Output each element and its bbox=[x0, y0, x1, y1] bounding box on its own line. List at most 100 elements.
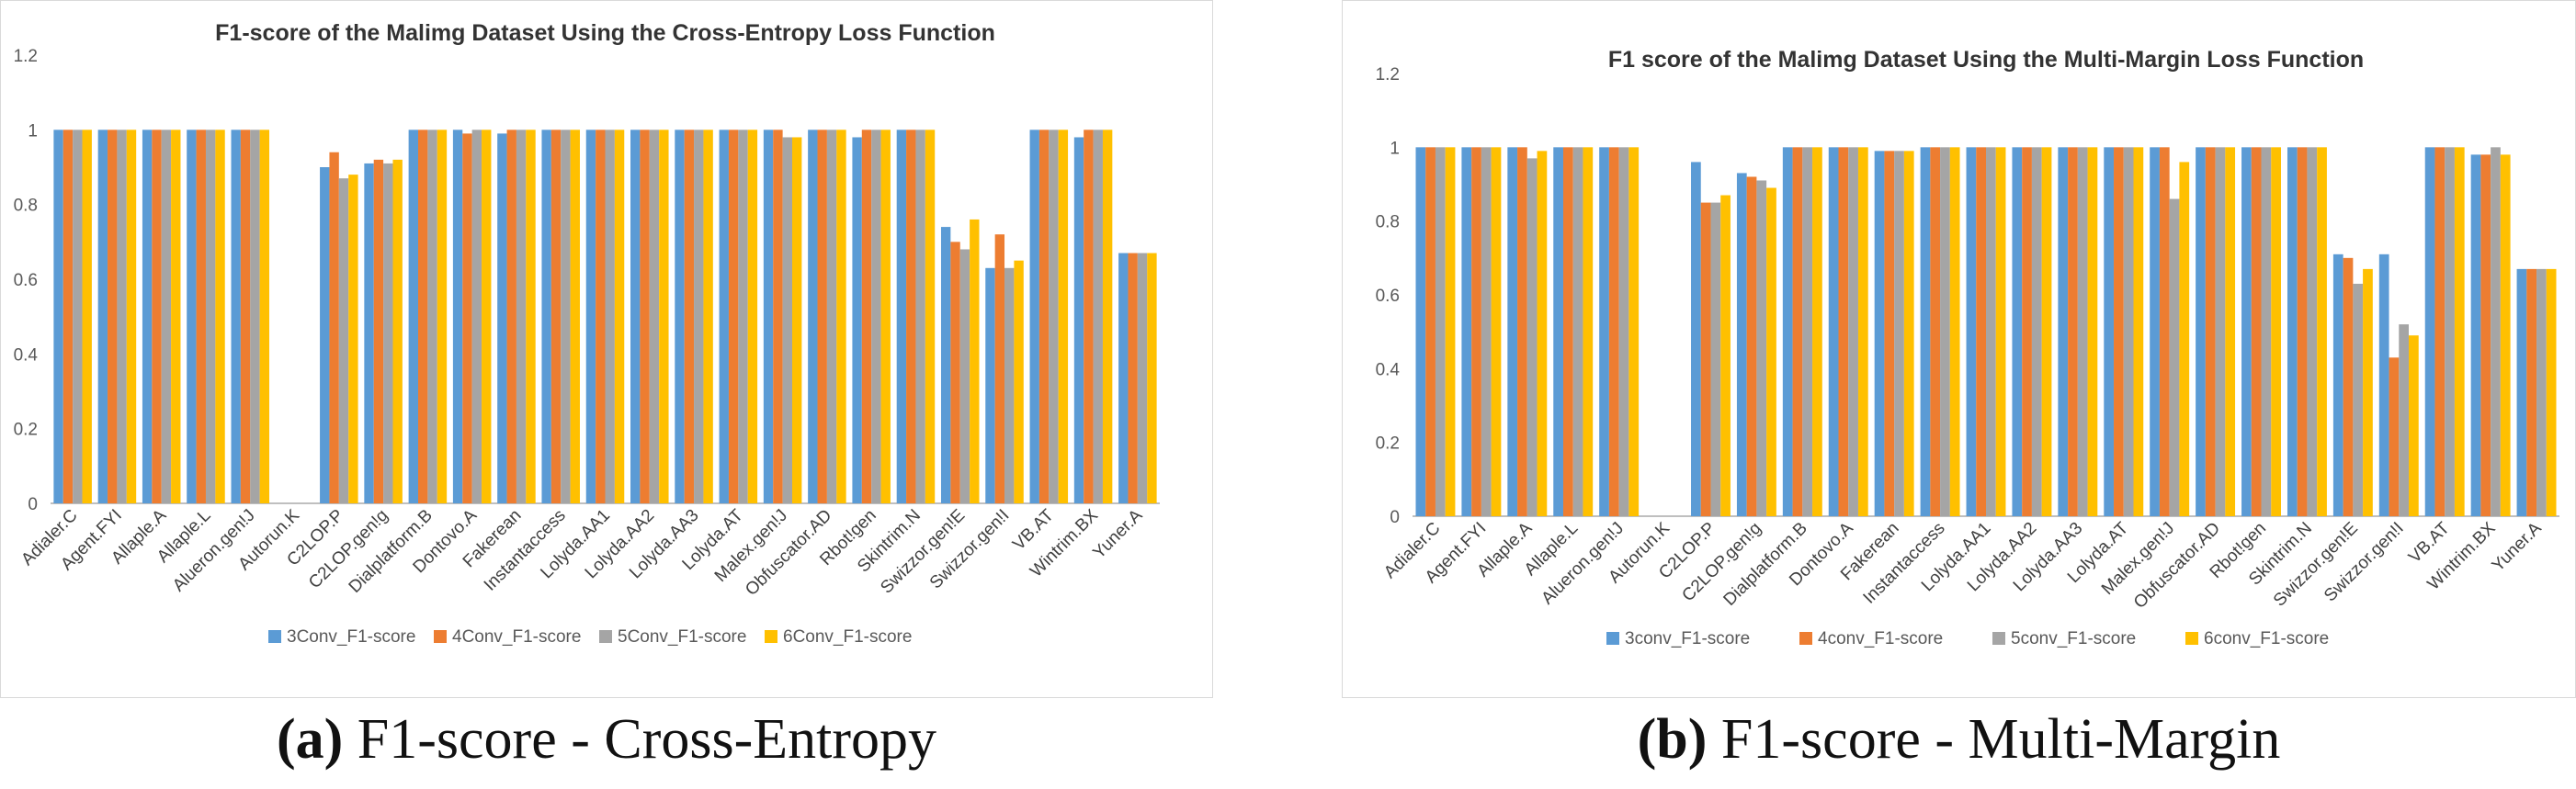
caption-a: (a) F1-score - Cross-Entropy bbox=[0, 707, 1213, 772]
bar-17-series-3 bbox=[2169, 198, 2180, 517]
legend-label-2: 4Conv_F1-score bbox=[452, 627, 581, 647]
bar-4-series-3 bbox=[1572, 147, 1583, 517]
bar-1-series-3 bbox=[73, 130, 83, 504]
bar-2-series-3 bbox=[1481, 147, 1492, 517]
bar-22-series-1 bbox=[985, 267, 995, 503]
bar-13-series-2 bbox=[596, 130, 606, 504]
bar-23-series-4 bbox=[1058, 130, 1069, 504]
bar-4-series-2 bbox=[196, 130, 206, 504]
bar-20-series-1 bbox=[2287, 147, 2298, 517]
legend-swatch-2 bbox=[434, 630, 447, 643]
bar-13-series-4 bbox=[614, 130, 625, 504]
bar-18-series-2 bbox=[2205, 147, 2216, 517]
bar-22-series-1 bbox=[2378, 254, 2389, 516]
bar-4-series-4 bbox=[1583, 147, 1594, 517]
bar-12-series-1 bbox=[541, 130, 551, 504]
bar-15-series-2 bbox=[2068, 147, 2078, 517]
y-tick-label: 1 bbox=[28, 121, 38, 141]
bar-18-series-3 bbox=[826, 130, 837, 504]
bar-9-series-1 bbox=[408, 130, 418, 504]
bar-17-series-2 bbox=[2159, 147, 2170, 517]
bar-18-series-3 bbox=[2215, 147, 2226, 517]
bar-18-series-4 bbox=[2225, 147, 2236, 517]
legend-label-1: 3conv_F1-score bbox=[1625, 629, 1750, 648]
legend-label-3: 5Conv_F1-score bbox=[618, 627, 746, 647]
bar-1-series-3 bbox=[1435, 147, 1446, 517]
bar-4-series-1 bbox=[1553, 147, 1563, 517]
bar-4-series-2 bbox=[1562, 147, 1573, 517]
bar-1-series-1 bbox=[53, 130, 63, 504]
bar-17-series-3 bbox=[782, 137, 793, 503]
y-tick-label: 0.2 bbox=[1376, 434, 1400, 454]
bar-19-series-3 bbox=[871, 130, 881, 504]
y-tick-label: 0.4 bbox=[1376, 360, 1401, 379]
bar-21-series-1 bbox=[940, 227, 951, 504]
bar-8-series-3 bbox=[383, 163, 393, 503]
bar-7-series-1 bbox=[320, 167, 330, 503]
chart-title: F1-score of the Malimg Dataset Using the… bbox=[215, 20, 995, 46]
bar-14-series-2 bbox=[640, 130, 650, 504]
bar-9-series-2 bbox=[417, 130, 428, 504]
bar-12-series-4 bbox=[1949, 147, 1960, 517]
bar-14-series-4 bbox=[659, 130, 669, 504]
bar-10-series-3 bbox=[1848, 147, 1858, 517]
bar-10-series-3 bbox=[471, 130, 482, 504]
y-tick-label: 0.8 bbox=[14, 197, 38, 216]
y-tick-label: 0 bbox=[28, 495, 38, 514]
caption-b-label: (b) bbox=[1637, 708, 1708, 771]
bar-25-series-4 bbox=[1147, 253, 1157, 503]
bar-15-series-4 bbox=[2087, 147, 2098, 517]
bar-2-series-1 bbox=[1461, 147, 1472, 517]
chart-title: F1 score of the Malimg Dataset Using the… bbox=[1608, 47, 2364, 73]
bar-13-series-3 bbox=[1986, 147, 1996, 517]
bar-23-series-1 bbox=[2424, 147, 2435, 517]
bar-9-series-1 bbox=[1782, 147, 1793, 517]
bar-20-series-3 bbox=[2307, 147, 2318, 517]
bar-18-series-1 bbox=[808, 130, 818, 504]
bar-4-series-4 bbox=[215, 130, 225, 504]
caption-b-text: F1-score - Multi-Margin bbox=[1720, 708, 2281, 771]
bar-5-series-3 bbox=[1618, 147, 1629, 517]
bar-17-series-4 bbox=[792, 137, 802, 503]
bar-8-series-4 bbox=[1766, 187, 1776, 516]
bar-25-series-1 bbox=[1118, 253, 1129, 503]
bar-8-series-3 bbox=[1756, 180, 1767, 516]
bar-12-series-1 bbox=[1920, 147, 1931, 517]
bar-11-series-3 bbox=[1894, 151, 1904, 516]
y-tick-label: 0.4 bbox=[14, 345, 39, 365]
bar-19-series-4 bbox=[2271, 147, 2281, 517]
bar-21-series-2 bbox=[950, 242, 960, 503]
bar-16-series-3 bbox=[738, 130, 748, 504]
bar-16-series-2 bbox=[2114, 147, 2124, 517]
bar-3-series-2 bbox=[152, 130, 162, 504]
bar-22-series-3 bbox=[2399, 324, 2410, 516]
bar-5-series-1 bbox=[231, 130, 241, 504]
bar-2-series-4 bbox=[126, 130, 137, 504]
bar-21-series-4 bbox=[970, 219, 980, 503]
bar-12-series-2 bbox=[1930, 147, 1941, 517]
bar-24-series-4 bbox=[1102, 130, 1113, 504]
bar-2-series-1 bbox=[97, 130, 108, 504]
bar-21-series-2 bbox=[2343, 257, 2354, 516]
bar-8-series-1 bbox=[364, 163, 374, 503]
bar-13-series-2 bbox=[1976, 147, 1986, 517]
y-tick-label: 0.8 bbox=[1376, 213, 1400, 232]
bar-22-series-2 bbox=[994, 234, 1005, 503]
y-tick-label: 0 bbox=[1390, 508, 1400, 527]
bar-11-series-4 bbox=[1903, 151, 1914, 516]
bar-12-series-4 bbox=[570, 130, 580, 504]
bar-14-series-3 bbox=[649, 130, 660, 504]
bar-3-series-4 bbox=[1537, 151, 1548, 516]
bar-13-series-3 bbox=[605, 130, 615, 504]
bar-11-series-4 bbox=[526, 130, 536, 504]
bar-15-series-3 bbox=[694, 130, 704, 504]
bar-1-series-2 bbox=[62, 130, 74, 504]
bar-20-series-2 bbox=[2297, 147, 2308, 517]
bar-11-series-1 bbox=[497, 133, 507, 503]
bar-14-series-1 bbox=[2012, 147, 2023, 517]
bar-17-series-4 bbox=[2179, 162, 2190, 516]
bar-15-series-1 bbox=[675, 130, 685, 504]
bar-12-series-3 bbox=[561, 130, 571, 504]
bar-10-series-2 bbox=[1838, 147, 1849, 517]
bar-13-series-1 bbox=[585, 130, 596, 504]
